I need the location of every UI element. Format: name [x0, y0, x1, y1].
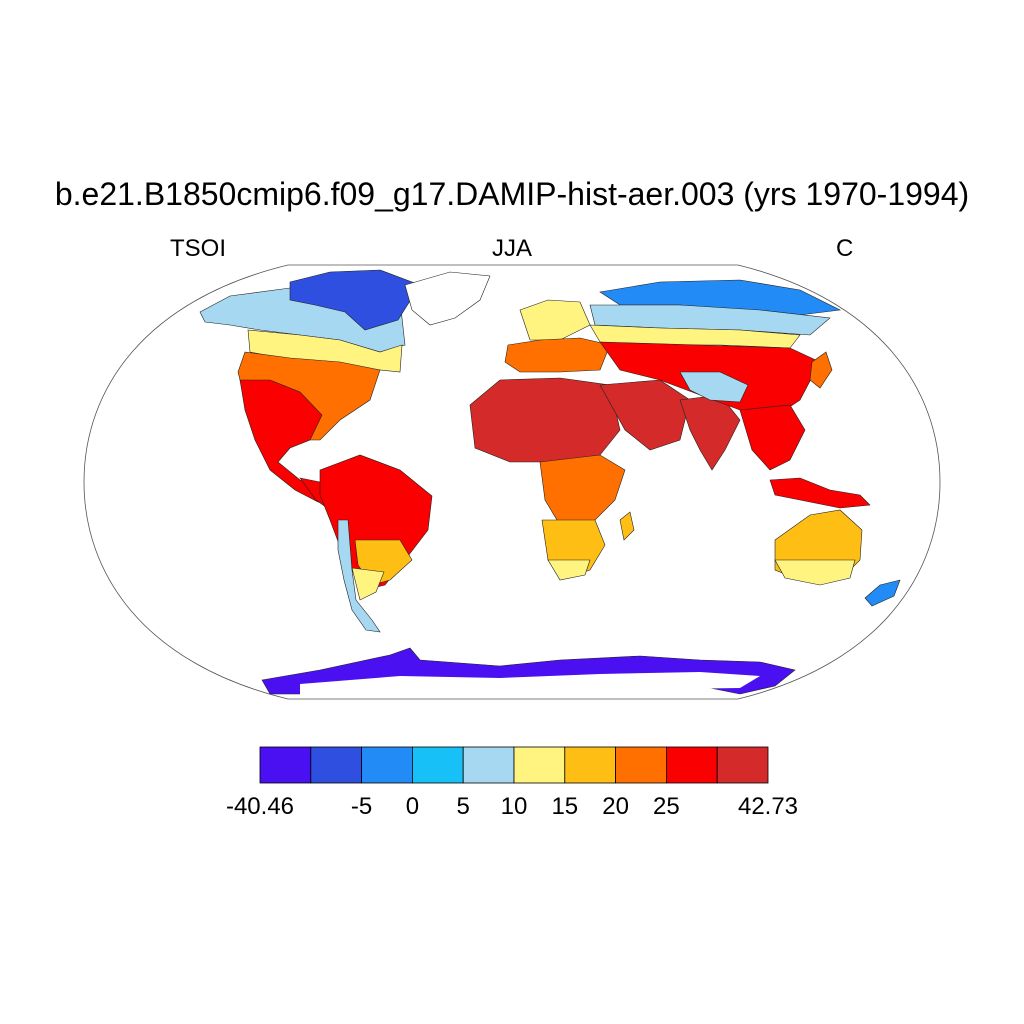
colorbar-box-8 — [666, 746, 718, 784]
colorbar-tick-label: 25 — [653, 793, 680, 820]
new-zealand — [864, 579, 901, 607]
colorbar-box-6 — [564, 746, 616, 784]
south-america-cool — [351, 567, 385, 601]
indonesia — [769, 477, 871, 509]
central-africa — [539, 454, 626, 526]
colorbar-tick-label: 5 — [456, 793, 470, 820]
colorbar — [259, 746, 769, 784]
colorbar-box-3 — [411, 746, 464, 784]
colorbar-box-5 — [513, 746, 566, 784]
tibet-plateau — [679, 371, 749, 403]
north-africa — [469, 377, 621, 463]
australia-cool — [774, 559, 856, 586]
colorbar-tick-label: 20 — [602, 793, 629, 820]
plot-title: b.e21.B1850cmip6.f09_g17.DAMIP-hist-aer.… — [54, 176, 970, 212]
colorbar-tick-label: 42.73 — [737, 793, 799, 820]
east-asia — [739, 404, 806, 471]
arctic-islands — [289, 269, 421, 331]
greenland — [404, 271, 491, 326]
colorbar-tick-label: 10 — [500, 793, 528, 820]
europe — [504, 337, 611, 373]
season-label: JJA — [491, 235, 532, 262]
colorbar-tick-label: -40.46 — [225, 793, 295, 820]
colorbar-tick-label: 0 — [405, 793, 420, 820]
antarctica-interior — [300, 672, 760, 696]
land-temperature-field — [199, 269, 901, 696]
variable-label: TSOI — [170, 235, 227, 262]
colorbar-box-1 — [310, 746, 362, 784]
colorbar-tick-label: 15 — [551, 793, 579, 820]
colorbar-box-7 — [615, 746, 667, 784]
colorbar-box-4 — [462, 746, 515, 784]
south-africa-cool — [547, 559, 591, 581]
colorbar-box-0 — [259, 746, 312, 784]
colorbar-tick-label: -5 — [350, 793, 373, 820]
colorbar-box-2 — [361, 746, 413, 784]
colorbar-box-9 — [716, 746, 769, 784]
madagascar — [619, 511, 635, 541]
andes-cold — [337, 519, 381, 633]
units-label: C — [836, 235, 854, 262]
japan — [809, 351, 833, 389]
